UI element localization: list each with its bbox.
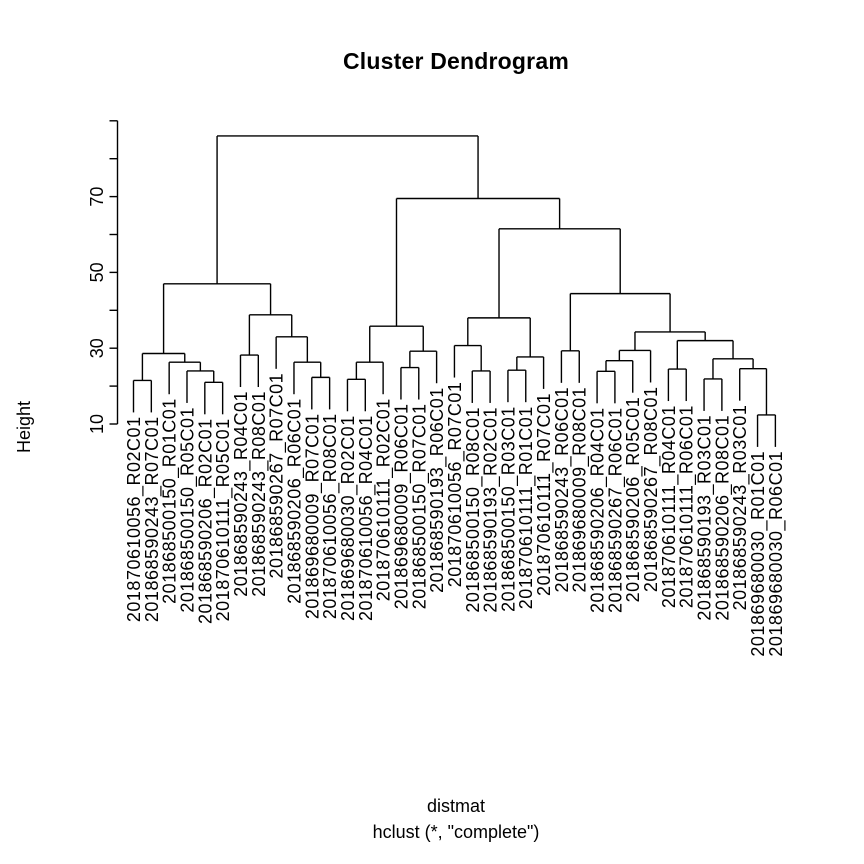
leaf-label: 201868590193_R02C01 (481, 407, 502, 613)
leaf-label: 201868590267_R08C01 (641, 386, 662, 592)
leaf-label: 201870610056_R08C01 (320, 413, 341, 619)
leaf-label: 201870610111_R04C01 (659, 405, 680, 608)
leaf-label: 201868590243_R03C01 (730, 405, 751, 611)
leaf-label: 201870610111_R07C01 (534, 393, 555, 596)
x-axis-label: distmat (426, 796, 486, 816)
leaf-label: 201869680030_R01C01 (748, 451, 769, 657)
leaf-label: 201870610111_R02C01 (374, 398, 395, 601)
y-tick-label: 50 (87, 262, 107, 282)
y-tick-label: 10 (87, 414, 107, 434)
leaf-label: 201868590243_R07C01 (142, 416, 163, 622)
leaf-label: 201868590193_R03C01 (695, 415, 716, 621)
leaf-label: 201868590267_R07C01 (267, 373, 288, 579)
leaf-label: 201869680030_R06C01 (766, 451, 787, 657)
leaf-label: 201868500150_R05C01 (177, 407, 198, 613)
leaf-label: 201868590206_R06C01 (284, 398, 305, 604)
leaf-label: 201868590267_R06C01 (605, 407, 626, 613)
leaf-label: 201870610056_R07C01 (445, 382, 466, 588)
leaf-label: 201869680030_R02C01 (338, 415, 359, 621)
leaf-label: 201870610056_R02C01 (124, 416, 145, 622)
leaf-label: 201868500150_R07C01 (409, 404, 430, 610)
leaf-label: 201870610111_R06C01 (677, 405, 698, 608)
leaf-label: 201868590243_R08C01 (249, 391, 270, 597)
leaf-label: 201869680009_R07C01 (302, 413, 323, 619)
leaf-label: 201868590193_R06C01 (427, 387, 448, 593)
y-tick-label: 70 (87, 187, 107, 207)
leaf-label: 201868500150_R01C01 (160, 398, 181, 604)
subtitle: hclust (*, "complete") (372, 822, 540, 842)
y-axis-title: Height (14, 401, 34, 453)
leaf-label: 201868500150_R03C01 (498, 406, 519, 612)
y-tick-label: 30 (87, 338, 107, 358)
leaf-label: 201868590206_R08C01 (712, 415, 733, 621)
leaf-label: 201868500150_R08C01 (463, 407, 484, 613)
leaf-label: 201868590206_R05C01 (623, 397, 644, 603)
chart-title: Cluster Dendrogram (343, 48, 569, 74)
leaf-label: 201870610056_R04C01 (356, 415, 377, 621)
leaf-label: 201869680009_R06C01 (391, 404, 412, 610)
leaf-label: 201868590243_R06C01 (552, 387, 573, 593)
leaf-label: 201868590206_R04C01 (588, 407, 609, 613)
leaf-label: 201870610111_R05C01 (213, 418, 234, 621)
leaf-label: 201868590206_R02C01 (195, 418, 216, 624)
leaf-label: 201869680009_R08C01 (570, 387, 591, 593)
leaf-label: 201870610111_R01C01 (516, 406, 537, 609)
leaf-label: 201868590243_R04C01 (231, 391, 252, 597)
